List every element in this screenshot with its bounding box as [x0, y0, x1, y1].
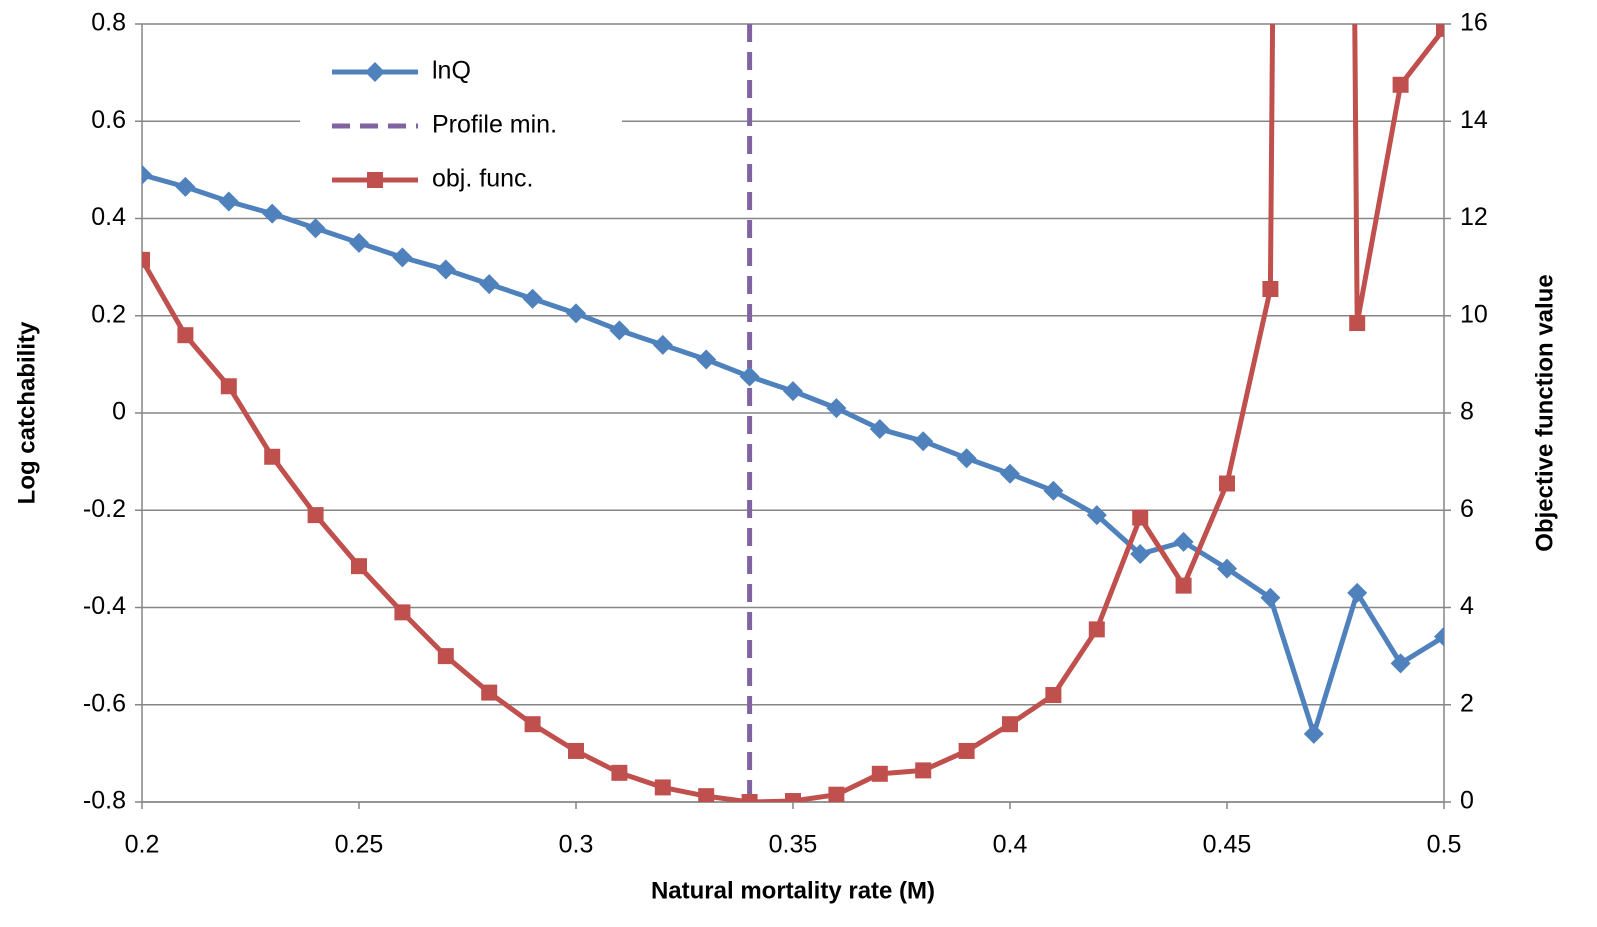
marker: [522, 288, 543, 309]
marker: [1002, 716, 1018, 733]
y2-axis-title: Objective function value: [1531, 274, 1558, 551]
marker: [351, 558, 367, 575]
marker: [828, 786, 845, 802]
marker: [654, 779, 671, 796]
marker: [1000, 463, 1020, 484]
y-tick-label: -0.2: [83, 495, 126, 523]
y-tick-label: -0.6: [83, 689, 126, 717]
marker: [435, 259, 456, 280]
y-tick-label: -0.4: [83, 592, 126, 620]
marker: [394, 604, 411, 621]
marker: [1086, 505, 1107, 526]
marker: [1260, 587, 1281, 608]
marker: [1347, 582, 1368, 603]
legend-label: lnQ: [432, 57, 471, 85]
marker: [1045, 687, 1062, 704]
marker: [479, 274, 500, 295]
marker: [1173, 531, 1194, 552]
x-tick-label: 0.45: [1203, 831, 1252, 859]
marker: [1392, 76, 1409, 93]
y-tick-label: 0.6: [91, 106, 126, 134]
y2-tick-label: 14: [1460, 106, 1488, 134]
y2-tick-label: 16: [1460, 9, 1488, 37]
plot-area: [142, 24, 1444, 802]
marker: [871, 765, 888, 782]
marker: [264, 448, 281, 465]
x-tick-label: 0.2: [125, 831, 160, 859]
marker: [1043, 480, 1064, 501]
marker: [142, 251, 150, 268]
marker: [741, 794, 758, 802]
marker: [1303, 723, 1324, 744]
marker: [177, 327, 194, 344]
marker: [785, 793, 801, 802]
series-line: [142, 172, 1444, 737]
marker: [142, 164, 152, 185]
legend-label: Profile min.: [432, 111, 557, 139]
x-tick-label: 0.3: [559, 831, 594, 859]
y-axis-title: Log catchability: [13, 321, 40, 504]
y2-tick-label: 8: [1460, 398, 1474, 426]
marker: [392, 247, 413, 268]
y2-tick-label: 12: [1460, 203, 1488, 231]
y2-tick-label: 4: [1460, 592, 1474, 620]
y-tick-label: 0.4: [91, 203, 126, 231]
marker: [568, 742, 584, 759]
x-tick-label: 0.25: [335, 831, 384, 859]
marker: [524, 716, 541, 733]
marker: [611, 764, 628, 781]
marker: [481, 684, 498, 701]
marker: [696, 349, 717, 370]
marker: [826, 398, 847, 419]
marker: [175, 176, 196, 197]
legend-label: obj. func.: [432, 165, 533, 193]
y-tick-label: 0: [112, 398, 126, 426]
marker: [1217, 558, 1237, 579]
marker: [783, 381, 803, 402]
marker: [915, 762, 932, 779]
marker: [365, 62, 385, 82]
marker: [1130, 544, 1151, 565]
marker: [1088, 621, 1105, 638]
marker: [869, 419, 890, 440]
y-tick-label: 0.2: [91, 300, 126, 328]
marker: [652, 334, 673, 355]
marker: [1434, 626, 1444, 647]
marker: [739, 366, 760, 387]
marker: [913, 431, 934, 452]
x-axis-title: Natural mortality rate (M): [651, 877, 935, 904]
y2-tick-label: 0: [1460, 787, 1474, 815]
y-tick-label: -0.8: [83, 787, 126, 815]
x-tick-label: 0.35: [769, 831, 818, 859]
marker: [307, 507, 324, 524]
marker: [956, 448, 977, 469]
marker: [367, 172, 383, 188]
marker: [1436, 24, 1444, 37]
x-tick-label: 0.4: [993, 831, 1028, 859]
marker: [1349, 315, 1366, 332]
marker: [1219, 475, 1235, 492]
marker: [262, 203, 283, 224]
y-tick-label: 0.8: [91, 9, 126, 37]
marker: [437, 648, 454, 665]
marker: [698, 788, 715, 802]
marker: [1132, 509, 1149, 526]
y2-tick-label: 10: [1460, 300, 1488, 328]
x-tick-label: 0.5: [1427, 831, 1462, 859]
marker: [305, 218, 326, 239]
y2-tick-label: 2: [1460, 689, 1474, 717]
marker: [1262, 281, 1279, 298]
marker: [958, 742, 975, 759]
marker: [566, 303, 586, 324]
marker: [1390, 653, 1411, 674]
marker: [1175, 577, 1192, 594]
marker: [609, 320, 630, 341]
marker: [349, 232, 369, 253]
y2-tick-label: 6: [1460, 495, 1474, 523]
marker: [220, 378, 237, 395]
marker: [218, 191, 239, 212]
